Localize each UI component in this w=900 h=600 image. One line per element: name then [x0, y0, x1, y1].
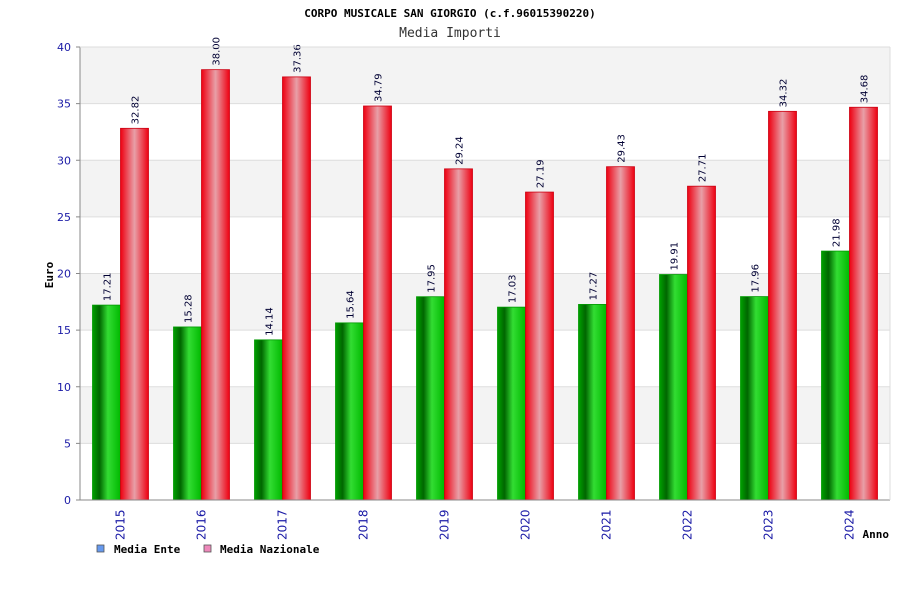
y-tick-label: 5 — [64, 437, 71, 450]
data-label: 14.14 — [265, 307, 276, 336]
bar-media-nazionale-2024 — [849, 106, 878, 501]
x-tick-label: 2021 — [600, 509, 614, 540]
data-labels: 17.21 32.82 15.28 38.00 14.14 37.36 15.64 34.79… — [103, 37, 871, 336]
data-label: 17.03 — [508, 274, 519, 303]
y-tick-label: 20 — [57, 268, 71, 281]
data-label: 29.43 — [617, 134, 628, 163]
y-axis-label: Euro — [43, 261, 56, 288]
data-label: 29.24 — [455, 136, 466, 165]
x-axis-ticks: 2015 2016 2017 2018 2019 2020 2021 2022 2023 2024 — [114, 509, 857, 540]
bar-media-ente-2016 — [173, 326, 202, 501]
y-tick-label: 15 — [57, 324, 71, 337]
legend-label-media-ente: Media Ente — [114, 543, 181, 556]
bar-media-ente-2017 — [254, 339, 283, 501]
bar-media-ente-2019 — [416, 296, 445, 501]
bar-media-ente-2023 — [740, 296, 769, 501]
y-tick-label: 10 — [57, 381, 71, 394]
data-label: 34.79 — [374, 73, 385, 102]
chart-title: CORPO MUSICALE SAN GIORGIO (c.f.96015390… — [304, 7, 595, 20]
bar-media-ente-2020 — [497, 306, 526, 501]
x-tick-label: 2022 — [681, 509, 695, 540]
bar-media-ente-2015 — [92, 304, 121, 501]
y-tick-label: 40 — [57, 41, 71, 54]
x-tick-label: 2020 — [519, 509, 533, 540]
bar-media-nazionale-2016 — [201, 69, 230, 501]
data-label: 17.95 — [427, 264, 438, 293]
data-label: 17.21 — [103, 272, 114, 301]
data-label: 17.27 — [589, 272, 600, 301]
data-label: 34.32 — [779, 79, 790, 108]
data-label: 27.19 — [536, 159, 547, 188]
x-tick-label: 2018 — [357, 509, 371, 540]
data-label: 21.98 — [832, 218, 843, 247]
y-tick-label: 25 — [57, 211, 71, 224]
data-label: 34.68 — [860, 75, 871, 104]
y-tick-label: 35 — [57, 98, 71, 111]
data-label: 15.28 — [184, 294, 195, 323]
bar-media-ente-2021 — [578, 304, 607, 501]
data-label: 38.00 — [212, 37, 223, 66]
bar-media-nazionale-2017 — [282, 76, 311, 501]
legend-label-media-nazionale: Media Nazionale — [220, 543, 320, 556]
bar-media-ente-2022 — [659, 274, 688, 501]
data-label: 19.91 — [670, 242, 681, 271]
bars — [92, 69, 878, 501]
bar-media-nazionale-2020 — [525, 191, 554, 501]
x-tick-label: 2019 — [438, 509, 452, 540]
x-tick-label: 2023 — [762, 509, 776, 540]
x-tick-label: 2024 — [843, 509, 857, 540]
data-label: 32.82 — [131, 96, 142, 125]
y-tick-label: 0 — [64, 494, 71, 507]
legend: Media Ente Media Nazionale — [96, 543, 320, 556]
legend-swatch-media-nazionale — [203, 544, 212, 553]
x-tick-label: 2015 — [114, 509, 128, 540]
data-label: 27.71 — [698, 154, 709, 183]
bar-media-ente-2018 — [335, 322, 364, 501]
x-tick-label: 2016 — [195, 509, 209, 540]
bar-media-ente-2024 — [821, 250, 850, 501]
bar-media-nazionale-2022 — [687, 185, 716, 501]
data-label: 37.36 — [293, 44, 304, 73]
chart-subtitle: Media Importi — [399, 26, 501, 41]
bar-media-nazionale-2021 — [606, 166, 635, 501]
x-tick-label: 2017 — [276, 509, 290, 540]
y-tick-label: 30 — [57, 154, 71, 167]
data-label: 17.96 — [751, 264, 762, 293]
bar-media-nazionale-2019 — [444, 168, 473, 501]
bar-media-nazionale-2015 — [120, 127, 149, 501]
x-axis-label: Anno — [863, 528, 890, 541]
data-label: 15.64 — [346, 290, 357, 319]
legend-swatch-media-ente — [96, 544, 105, 553]
bar-media-nazionale-2023 — [768, 110, 797, 501]
bar-media-nazionale-2018 — [363, 105, 392, 501]
y-axis-ticks: 0 5 10 15 20 25 30 35 40 — [57, 41, 80, 507]
